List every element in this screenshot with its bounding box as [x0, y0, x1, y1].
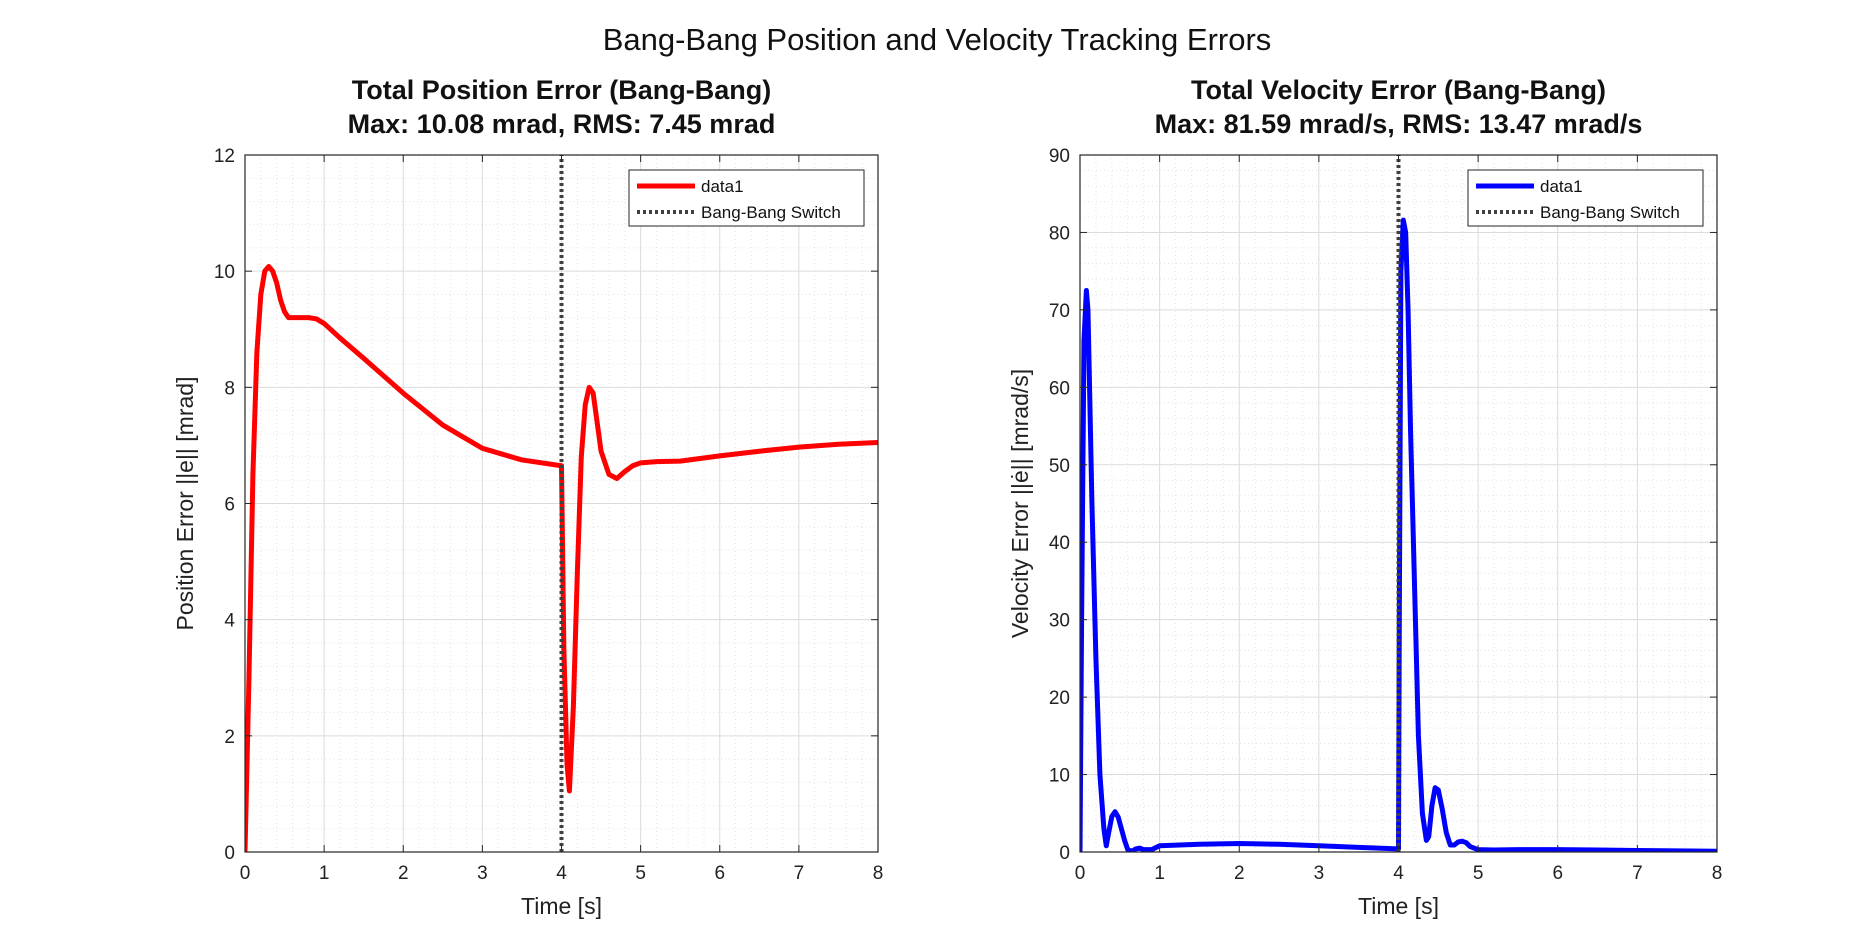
y-tick-label: 0 — [224, 843, 235, 864]
velocity-y-axis-label: Velocity Error ||ė|| [mrad/s] — [1007, 369, 1033, 638]
velocity-error-axes: Total Velocity Error (Bang-Bang) Max: 81.… — [1007, 75, 1722, 919]
x-tick-label: 8 — [1712, 863, 1723, 884]
x-tick-label: 6 — [714, 863, 725, 884]
velocity-series — [1080, 155, 1717, 852]
x-tick-label: 4 — [556, 863, 567, 884]
y-tick-label: 4 — [224, 611, 235, 632]
x-tick-label: 4 — [1393, 863, 1404, 884]
x-tick-label: 1 — [319, 863, 330, 884]
legend-box — [1467, 169, 1704, 227]
legend-entry: data1 — [701, 177, 744, 196]
figure-suptitle: Bang-Bang Position and Velocity Tracking… — [603, 22, 1272, 57]
legend-entry: Bang-Bang Switch — [701, 203, 841, 222]
legend-box — [628, 169, 865, 227]
y-tick-label: 10 — [214, 262, 235, 283]
position-error-axes: Total Position Error (Bang-Bang) Max: 10.… — [172, 75, 883, 919]
x-tick-label: 1 — [1154, 863, 1165, 884]
x-tick-label: 0 — [240, 863, 251, 884]
y-tick-label: 10 — [1049, 766, 1070, 787]
velocity-subtitle: Max: 81.59 mrad/s, RMS: 13.47 mrad/s — [1155, 109, 1643, 139]
x-tick-label: 6 — [1552, 863, 1563, 884]
position-title: Total Position Error (Bang-Bang) — [352, 75, 772, 105]
y-tick-label: 8 — [224, 378, 235, 399]
x-tick-label: 5 — [1473, 863, 1484, 884]
y-tick-label: 2 — [224, 727, 235, 748]
y-tick-label: 70 — [1049, 301, 1070, 322]
position-series — [245, 155, 878, 852]
y-tick-label: 40 — [1049, 533, 1070, 554]
x-tick-label: 2 — [398, 863, 409, 884]
x-tick-label: 8 — [873, 863, 884, 884]
y-tick-label: 6 — [224, 495, 235, 516]
legend-entry: Bang-Bang Switch — [1540, 203, 1680, 222]
velocity-title: Total Velocity Error (Bang-Bang) — [1191, 75, 1606, 105]
velocity-minor-grid — [1080, 155, 1717, 852]
position-y-axis-label: Position Error ||e|| [mrad] — [172, 377, 198, 631]
x-tick-label: 3 — [1314, 863, 1325, 884]
position-legend: data1 Bang-Bang Switch — [628, 169, 865, 227]
y-tick-label: 50 — [1049, 456, 1070, 477]
y-tick-label: 12 — [214, 146, 235, 167]
velocity-legend: data1 Bang-Bang Switch — [1467, 169, 1704, 227]
y-tick-label: 0 — [1059, 843, 1070, 864]
y-tick-label: 60 — [1049, 378, 1070, 399]
x-tick-label: 0 — [1075, 863, 1086, 884]
y-tick-label: 30 — [1049, 611, 1070, 632]
x-tick-label: 7 — [794, 863, 805, 884]
velocity-data1-line — [1080, 217, 1717, 852]
x-tick-label: 7 — [1632, 863, 1643, 884]
legend-entry: data1 — [1540, 177, 1583, 196]
y-tick-label: 20 — [1049, 688, 1070, 709]
x-tick-label: 2 — [1234, 863, 1245, 884]
y-tick-label: 90 — [1049, 146, 1070, 167]
y-tick-label: 80 — [1049, 223, 1070, 244]
x-tick-label: 5 — [635, 863, 646, 884]
position-x-axis-label: Time [s] — [521, 893, 602, 919]
position-subtitle: Max: 10.08 mrad, RMS: 7.45 mrad — [348, 109, 776, 139]
x-tick-label: 3 — [477, 863, 488, 884]
velocity-x-axis-label: Time [s] — [1358, 893, 1439, 919]
